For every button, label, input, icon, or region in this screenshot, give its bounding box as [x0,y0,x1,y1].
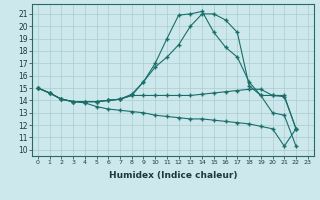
X-axis label: Humidex (Indice chaleur): Humidex (Indice chaleur) [108,171,237,180]
